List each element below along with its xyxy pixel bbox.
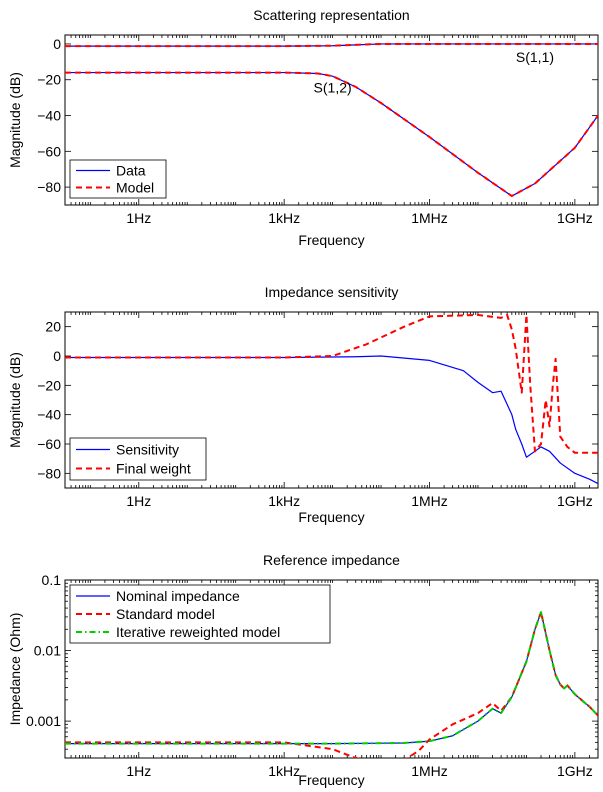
y-tick-label: 0.01: [34, 643, 61, 659]
x-axis-label: Frequency: [298, 509, 364, 525]
y-tick-label: −40: [37, 407, 61, 423]
legend-label: Sensitivity: [116, 442, 179, 458]
y-tick-label: −80: [37, 179, 61, 195]
legend-label: Iterative reweighted model: [116, 624, 280, 640]
series-line-iterative-reweighted-model: [65, 611, 598, 745]
series-line-final-weight: [65, 313, 598, 454]
y-tick-label: 0.001: [26, 713, 61, 729]
x-axis-label: Frequency: [298, 232, 364, 248]
chart-title: Scattering representation: [253, 7, 409, 23]
series-line-s12-model: [65, 71, 598, 198]
x-tick-label: 1Hz: [126, 493, 151, 509]
y-tick-label: −20: [37, 72, 61, 88]
y-axis-label: Magnitude (dB): [7, 72, 23, 168]
y-tick-label: 20: [45, 319, 61, 335]
series-line-sensitivity: [65, 355, 598, 485]
x-tick-label: 1MHz: [411, 493, 448, 509]
annotation-label: S(1,1): [516, 49, 554, 65]
legend-label: Data: [116, 163, 146, 179]
y-tick-label: 0.1: [42, 572, 62, 588]
chart-title: Reference impedance: [263, 552, 400, 568]
x-tick-label: 1MHz: [411, 763, 448, 779]
x-tick-label: 1kHz: [268, 763, 300, 779]
y-tick-label: −20: [37, 377, 61, 393]
annotation-label: S(1,2): [314, 79, 352, 95]
x-tick-label: 1kHz: [268, 210, 300, 226]
chart-panel-2: Impedance sensitivity Frequency Magnitude …: [7, 284, 599, 525]
y-axis-label: Magnitude (dB): [7, 352, 23, 448]
y-tick-label: −80: [37, 465, 61, 481]
y-tick-label: −60: [37, 436, 61, 452]
legend-label: Final weight: [116, 461, 191, 477]
x-tick-label: 1kHz: [268, 493, 300, 509]
legend-label: Model: [116, 180, 154, 196]
legend: Sensitivity Final weight: [69, 437, 207, 481]
x-tick-label: 1GHz: [557, 210, 593, 226]
chart-panel-3: Reference impedance Frequency Impedance (O…: [7, 552, 599, 788]
x-tick-label: 1Hz: [126, 763, 151, 779]
x-tick-label: 1MHz: [411, 210, 448, 226]
y-axis-label: Impedance (Ohm): [7, 613, 23, 726]
x-tick-label: 1Hz: [126, 210, 151, 226]
chart-panel-1: Scattering representation Frequency Magnit…: [7, 7, 599, 248]
y-tick-label: 0: [53, 36, 61, 52]
x-tick-label: 1GHz: [557, 493, 593, 509]
x-tick-label: 1GHz: [557, 763, 593, 779]
y-tick-label: 0: [53, 348, 61, 364]
y-tick-label: −40: [37, 108, 61, 124]
legend-label: Nominal impedance: [116, 588, 240, 604]
legend-label: Standard model: [116, 606, 215, 622]
series-line-s11-model: [65, 42, 598, 48]
legend: Nominal impedance Standard model Iterative…: [69, 584, 331, 644]
chart-title: Impedance sensitivity: [265, 284, 399, 300]
y-tick-label: −60: [37, 143, 61, 159]
x-axis-label: Frequency: [298, 772, 364, 788]
